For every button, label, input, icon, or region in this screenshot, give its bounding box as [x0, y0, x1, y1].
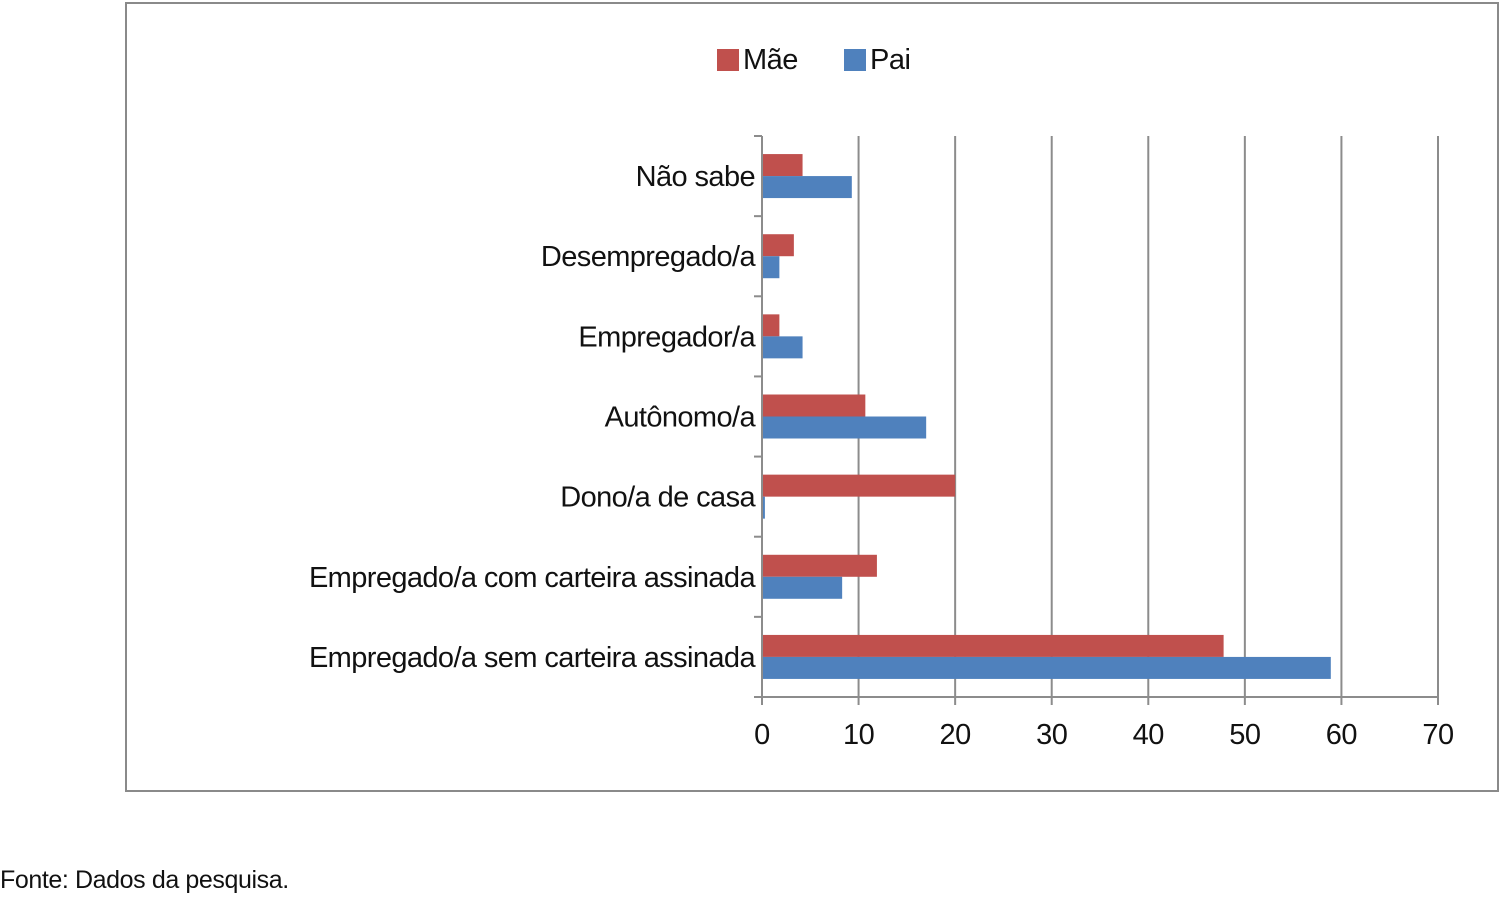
bar-me-0: [762, 154, 803, 177]
bar-pai-5: [762, 576, 843, 599]
bar-pai-3: [762, 416, 927, 439]
category-label: Não sabe: [636, 161, 755, 193]
bar-me-3: [762, 394, 866, 417]
category-label: Dono/a de casa: [560, 482, 756, 514]
x-tick-label-10: 10: [843, 719, 874, 751]
x-tick-label-60: 60: [1326, 719, 1357, 751]
legend-swatch-pai: [844, 49, 866, 71]
x-tick-label-40: 40: [1133, 719, 1164, 751]
legend-item-mae: Mãe: [717, 40, 798, 80]
bar-pai-6: [762, 656, 1331, 679]
category-label: Empregado/a com carteira assinada: [309, 562, 757, 594]
category-label: Empregado/a sem carteira assinada: [309, 642, 757, 674]
legend: Mãe Pai: [127, 40, 1497, 80]
legend-label-pai: Pai: [870, 43, 911, 76]
source-note: Fonte: Dados da pesquisa.: [0, 866, 289, 894]
bar-pai-2: [762, 336, 803, 359]
x-tick-label-0: 0: [754, 719, 770, 751]
bar-me-2: [762, 314, 780, 337]
bar-pai-1: [762, 256, 780, 279]
bar-me-6: [762, 634, 1224, 657]
legend-label-mae: Mãe: [743, 43, 798, 76]
category-label: Empregador/a: [578, 321, 756, 353]
legend-item-pai: Pai: [844, 40, 911, 80]
legend-swatch-mae: [717, 49, 739, 71]
x-tick-label-20: 20: [940, 719, 971, 751]
bar-me-4: [762, 474, 956, 497]
x-tick-label-30: 30: [1036, 719, 1067, 751]
bar-pai-0: [762, 176, 852, 199]
bar-me-1: [762, 234, 794, 257]
x-tick-label-50: 50: [1229, 719, 1260, 751]
category-label: Desempregado/a: [541, 241, 757, 273]
x-tick-label-70: 70: [1422, 719, 1453, 751]
bar-me-5: [762, 554, 877, 577]
bar-pai-4: [762, 496, 765, 519]
category-label: Autônomo/a: [605, 402, 757, 434]
